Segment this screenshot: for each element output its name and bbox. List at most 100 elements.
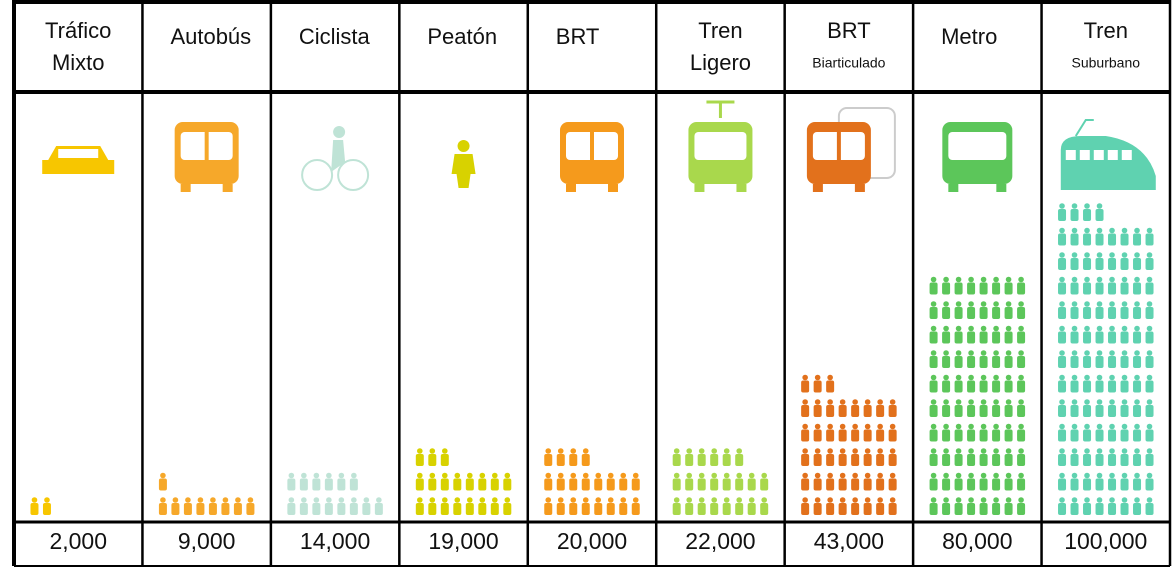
person-icon (801, 454, 810, 466)
icon (337, 159, 370, 191)
person-icon (1005, 301, 1012, 307)
icon (1074, 119, 1094, 137)
vehicle-icon (560, 122, 624, 192)
person-icon (1146, 399, 1153, 405)
person-icon (967, 380, 976, 393)
person-icon (943, 472, 949, 479)
icon (812, 184, 823, 192)
person-icon (967, 429, 976, 442)
person-icon (802, 497, 808, 503)
person-icon (1095, 282, 1104, 295)
person-icon (1017, 478, 1026, 491)
person-icon (814, 472, 821, 479)
person-icon (955, 276, 962, 283)
person-icon (1121, 325, 1128, 332)
person-icon (685, 454, 694, 466)
person-icon (1071, 276, 1078, 283)
person-icon (504, 497, 511, 503)
person-icon (1071, 227, 1078, 234)
person-icon (802, 374, 808, 381)
value-label: 80,000 (942, 528, 1012, 554)
person-icon (967, 405, 976, 417)
person-icon (1017, 282, 1026, 295)
person-icon (993, 448, 999, 454)
person-icon (1108, 454, 1117, 466)
person-icon (954, 282, 963, 295)
person-icon (1083, 233, 1092, 246)
person-icon (967, 356, 976, 368)
person-icon (1017, 405, 1026, 417)
person-icon (929, 503, 938, 515)
person-icon (440, 454, 449, 466)
person-icon (607, 497, 614, 503)
person-icon (813, 454, 822, 466)
person-icon (557, 448, 564, 454)
person-icon (993, 350, 999, 356)
person-icon (955, 399, 962, 405)
person-icon (863, 429, 872, 442)
person-icon (569, 454, 578, 466)
icon (331, 140, 346, 172)
person-icon (1017, 331, 1026, 344)
person-icon (490, 503, 499, 515)
person-icon (1120, 356, 1129, 368)
person-icon (606, 503, 615, 515)
vehicle-icon (451, 140, 476, 188)
person-icon (1109, 350, 1115, 356)
person-icon (748, 497, 755, 503)
person-icon (993, 472, 999, 479)
person-icon (1145, 282, 1154, 295)
person-icon (556, 454, 565, 466)
person-icon (158, 503, 167, 515)
icon (836, 132, 841, 160)
person-icon (1059, 252, 1065, 258)
person-icon (1120, 478, 1129, 491)
person-icon (556, 478, 565, 491)
person-icon (761, 472, 767, 479)
person-icon (1133, 282, 1142, 295)
person-icon (1121, 276, 1128, 283)
person-icon (1070, 282, 1079, 295)
person-icon (569, 478, 578, 491)
icon (854, 184, 865, 192)
person-icon (943, 448, 949, 454)
person-icon (337, 478, 346, 491)
person-icon (1108, 405, 1117, 417)
person-icon (955, 423, 962, 430)
person-icon (1120, 503, 1129, 515)
person-icon (326, 497, 332, 503)
person-icon (569, 503, 578, 515)
person-icon (711, 448, 717, 454)
person-icon (1134, 227, 1140, 234)
person-icon (429, 497, 436, 503)
person-icon (453, 478, 462, 491)
icon (608, 184, 618, 192)
person-icon (1145, 307, 1154, 319)
person-icon (1109, 423, 1115, 430)
icon (590, 132, 594, 160)
person-icon (1146, 448, 1153, 454)
person-icon (888, 429, 897, 442)
person-icon (943, 374, 949, 381)
person-icon (852, 399, 858, 405)
person-icon (930, 497, 937, 503)
person-icon (826, 478, 835, 491)
person-icon (1133, 429, 1142, 442)
person-icon (929, 282, 938, 295)
person-icon (1121, 227, 1128, 234)
person-icon (1109, 227, 1115, 234)
person-icon (1004, 307, 1013, 319)
person-icon (582, 472, 589, 479)
person-icon (351, 472, 357, 479)
person-icon (1071, 325, 1078, 332)
person-icon (1070, 405, 1079, 417)
person-icon (826, 454, 835, 466)
person-icon (1133, 478, 1142, 491)
person-icon (942, 454, 951, 466)
person-icon (814, 374, 821, 381)
person-icon (814, 448, 821, 454)
person-icon (954, 503, 963, 515)
person-icon (968, 423, 974, 430)
person-icon (570, 448, 577, 454)
person-icon (993, 423, 999, 430)
